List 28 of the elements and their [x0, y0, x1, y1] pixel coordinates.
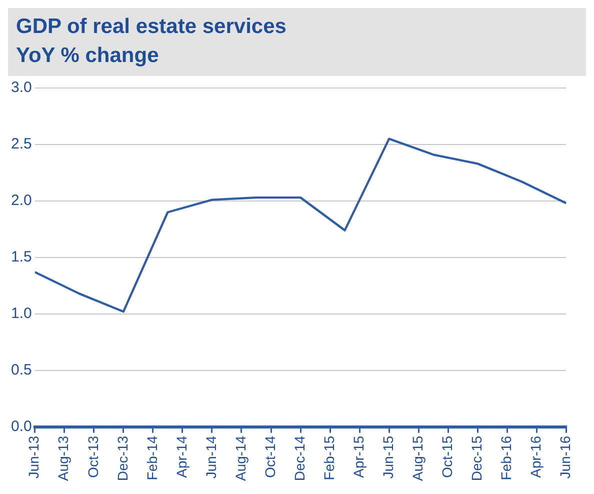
- x-tick-label: Aug-14: [232, 436, 248, 482]
- x-tick-label: Jun-15: [380, 436, 396, 479]
- y-tick-label: 3.0: [10, 79, 32, 96]
- x-tick-label: Oct-14: [262, 436, 278, 478]
- y-tick-label: 2.5: [10, 136, 32, 153]
- y-tick-label: 1.5: [10, 248, 32, 266]
- x-tick-label: Apr-14: [173, 436, 190, 478]
- x-tick-label: Oct-13: [84, 436, 101, 478]
- x-tick-label: Apr-15: [350, 436, 366, 478]
- x-tick-label: Dec-13: [114, 436, 130, 481]
- y-tick-label: 0.5: [10, 362, 32, 379]
- x-tick-label: Dec-15: [468, 436, 484, 481]
- x-tick-label: Feb-14: [144, 436, 160, 480]
- x-tick-label: Aug-15: [409, 436, 426, 482]
- y-tick-label: 1.0: [10, 305, 32, 322]
- y-tick-label: 0.0: [10, 418, 32, 435]
- y-tick-label: 2.0: [10, 192, 32, 210]
- x-tick-label: Jun-13: [26, 436, 42, 479]
- chart-subtitle: YoY % change: [16, 43, 160, 69]
- x-tick-label: Apr-16: [528, 436, 544, 478]
- x-tick-label: Jun-14: [202, 436, 219, 479]
- x-tick-label: Aug-13: [55, 436, 72, 482]
- chart-title: GDP of real estate services: [16, 14, 288, 40]
- x-tick-label: Oct-15: [438, 436, 455, 478]
- x-tick-label: Jun-16: [557, 436, 574, 479]
- x-tick-label: Dec-14: [291, 436, 308, 481]
- x-tick-label: Feb-16: [498, 436, 514, 480]
- x-tick-label: Feb-15: [320, 436, 337, 480]
